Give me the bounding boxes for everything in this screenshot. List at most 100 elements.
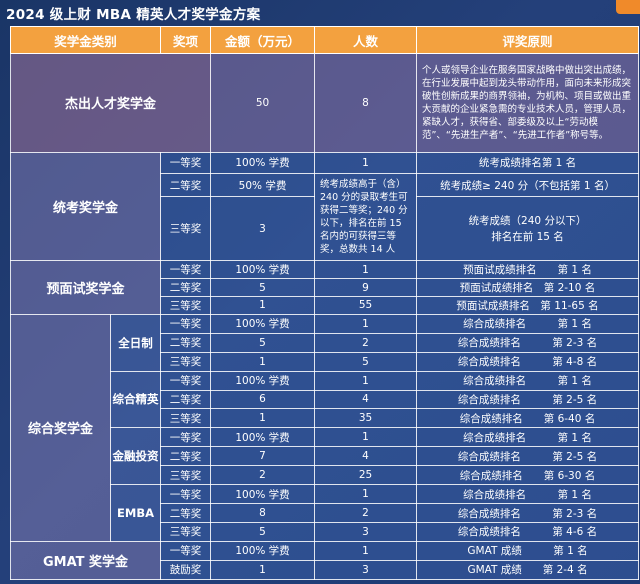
amount-cell: 5 bbox=[210, 332, 316, 353]
count-cell: 1 bbox=[314, 313, 418, 334]
criteria-cell: 综合成绩排名 第 1 名 bbox=[416, 427, 640, 448]
amount-cell: 5 bbox=[210, 521, 316, 542]
grade-cell: 一等奖 bbox=[160, 370, 212, 391]
count-cell: 4 bbox=[314, 389, 418, 410]
table-header-row: 奖学金类别 奖项 金额（万元） 人数 评奖原则 bbox=[9, 26, 640, 54]
count-cell: 35 bbox=[314, 408, 418, 429]
category-outstanding: 杰出人才奖学金 bbox=[9, 53, 212, 153]
grade-cell: 三等奖 bbox=[160, 465, 212, 486]
amount-cell: 50% 学费 bbox=[210, 172, 316, 198]
criteria-cell: 综合成绩排名 第 1 名 bbox=[416, 484, 640, 505]
grade-cell: 二等奖 bbox=[160, 446, 212, 467]
table-row: 三等奖 1 55 预面试成绩排名 第 11-65 名 bbox=[11, 295, 640, 315]
table-row: GMAT 奖学金 一等奖 100% 学费 1 GMAT 成绩 第 1 名 bbox=[9, 540, 640, 581]
count-cell: 1 bbox=[314, 260, 418, 280]
grade-cell: 三等奖 bbox=[160, 196, 212, 262]
amount-cell: 50 bbox=[210, 53, 316, 153]
count-cell: 25 bbox=[314, 465, 418, 486]
amount-cell: 7 bbox=[210, 446, 316, 467]
amount-cell: 100% 学费 bbox=[210, 313, 316, 334]
count-cell: 5 bbox=[314, 351, 418, 372]
criteria-cell: 综合成绩排名 第 4-8 名 bbox=[416, 351, 640, 372]
criteria-cell: 统考成绩（240 分以下） 排名在前 15 名 bbox=[416, 196, 640, 262]
count-cell: 1 bbox=[314, 151, 418, 174]
grade-cell: 三等奖 bbox=[160, 295, 212, 315]
subgroup-elite: 综合精英 bbox=[109, 370, 162, 429]
table-row: EMBA 一等奖 100% 学费 1 综合成绩排名 第 1 名 bbox=[11, 484, 640, 542]
amount-cell: 100% 学费 bbox=[210, 427, 316, 448]
grade-cell: 二等奖 bbox=[160, 332, 212, 353]
amount-cell: 1 bbox=[210, 408, 316, 429]
criteria-cell: 综合成绩排名 第 1 名 bbox=[416, 370, 640, 391]
table-row: 二等奖 6 4 综合成绩排名 第 2-5 名 bbox=[11, 389, 640, 410]
count-cell: 3 bbox=[314, 559, 418, 581]
count-cell: 9 bbox=[314, 278, 418, 297]
criteria-cell: 综合成绩排名 第 4-6 名 bbox=[416, 521, 640, 542]
scholarship-table: 奖学金类别 奖项 金额（万元） 人数 评奖原则 杰出人才奖学金 50 8 个人或… bbox=[9, 26, 640, 581]
table-row: 三等奖 1 5 综合成绩排名 第 4-8 名 bbox=[11, 351, 640, 372]
criteria-line: 统考成绩（240 分以下） bbox=[468, 214, 587, 227]
criteria-cell: 综合成绩排名 第 6-30 名 bbox=[416, 465, 640, 486]
criteria-cell: 综合成绩排名 第 1 名 bbox=[416, 313, 640, 334]
criteria-cell: 统考成绩≥ 240 分（不包括第 1 名） bbox=[416, 172, 640, 198]
table-row: 二等奖 5 9 预面试成绩排名 第 2-10 名 bbox=[11, 278, 640, 297]
page-title: 2024 级上财 MBA 精英人才奖学金方案 bbox=[6, 7, 261, 23]
header-count: 人数 bbox=[314, 26, 418, 54]
criteria-cell: 统考成绩排名第 1 名 bbox=[416, 151, 640, 174]
grade-cell: 鼓励奖 bbox=[160, 559, 212, 581]
criteria-cell: GMAT 成绩 第 1 名 bbox=[416, 540, 640, 561]
table-row: 三等奖 1 35 综合成绩排名 第 6-40 名 bbox=[11, 408, 640, 429]
amount-cell: 100% 学费 bbox=[210, 260, 316, 280]
table-row: 二等奖 7 4 综合成绩排名 第 2-5 名 bbox=[11, 446, 640, 467]
criteria-cell: 个人或领导企业在服务国家战略中做出突出成绩，在行业发展中起到龙头带动作用，面向未… bbox=[416, 53, 640, 153]
grade-cell: 二等奖 bbox=[160, 389, 212, 410]
criteria-cell: 预面试成绩排名 第 1 名 bbox=[416, 260, 640, 280]
table-row: 综合奖学金 全日制 一等奖 100% 学费 1 综合成绩排名 第 1 名 bbox=[10, 313, 640, 542]
count-cell: 2 bbox=[314, 332, 418, 353]
criteria-cell: 综合成绩排名 第 2-3 名 bbox=[416, 332, 640, 353]
grade-cell: 一等奖 bbox=[160, 151, 212, 174]
grade-cell: 三等奖 bbox=[160, 351, 212, 372]
table-row: 金融投资 一等奖 100% 学费 1 综合成绩排名 第 1 名 bbox=[11, 427, 640, 486]
amount-cell: 1 bbox=[210, 559, 316, 581]
criteria-cell: 综合成绩排名 第 6-40 名 bbox=[416, 408, 640, 429]
grade-cell: 二等奖 bbox=[160, 278, 212, 297]
grade-cell: 三等奖 bbox=[160, 521, 212, 542]
table-row: 鼓励奖 1 3 GMAT 成绩 第 2-4 名 bbox=[11, 559, 640, 581]
grade-cell: 三等奖 bbox=[160, 408, 212, 429]
criteria-cell: GMAT 成绩 第 2-4 名 bbox=[416, 559, 640, 581]
header-category: 奖学金类别 bbox=[9, 26, 162, 54]
count-cell: 2 bbox=[314, 503, 418, 523]
category-comprehensive: 综合奖学金 bbox=[10, 313, 111, 542]
category-gmat: GMAT 奖学金 bbox=[9, 540, 162, 581]
table-row: 综合精英 一等奖 100% 学费 1 综合成绩排名 第 1 名 bbox=[11, 370, 640, 429]
grade-cell: 二等奖 bbox=[160, 172, 212, 198]
subgroup-fulltime: 全日制 bbox=[109, 313, 162, 372]
table-row: 统考奖学金 一等奖 100% 学费 1 统考成绩排名第 1 名 bbox=[9, 151, 640, 262]
corner-decoration bbox=[616, 0, 640, 14]
count-cell: 1 bbox=[314, 370, 418, 391]
criteria-cell: 综合成绩排名 第 2-5 名 bbox=[416, 389, 640, 410]
criteria-cell: 预面试成绩排名 第 11-65 名 bbox=[416, 295, 640, 315]
criteria-cell: 综合成绩排名 第 2-5 名 bbox=[416, 446, 640, 467]
criteria-cell: 综合成绩排名 第 2-3 名 bbox=[416, 503, 640, 523]
header-award: 奖项 bbox=[160, 26, 212, 54]
grade-cell: 一等奖 bbox=[160, 427, 212, 448]
criteria-cell: 预面试成绩排名 第 2-10 名 bbox=[416, 278, 640, 297]
amount-cell: 3 bbox=[210, 196, 316, 262]
grade-cell: 一等奖 bbox=[160, 540, 212, 561]
table-row: 三等奖 5 3 综合成绩排名 第 4-6 名 bbox=[11, 521, 640, 542]
amount-cell: 6 bbox=[210, 389, 316, 410]
table-row: 预面试奖学金 一等奖 100% 学费 1 预面试成绩排名 第 1 名 bbox=[9, 260, 640, 315]
table-row: 三等奖 3 统考成绩（240 分以下） 排名在前 15 名 bbox=[11, 196, 640, 262]
amount-cell: 2 bbox=[210, 465, 316, 486]
count-cell: 8 bbox=[314, 53, 418, 153]
subgroup-finance: 金融投资 bbox=[109, 427, 162, 486]
count-note-cell: 统考成绩高于（含）240 分的录取考生可获得二等奖；240 分以下，排名在前 1… bbox=[314, 172, 418, 262]
count-cell: 3 bbox=[314, 521, 418, 542]
subgroup-emba: EMBA bbox=[109, 484, 162, 542]
grade-cell: 一等奖 bbox=[160, 260, 212, 280]
table-row: 三等奖 2 25 综合成绩排名 第 6-30 名 bbox=[11, 465, 640, 486]
grade-cell: 二等奖 bbox=[160, 503, 212, 523]
count-cell: 55 bbox=[314, 295, 418, 315]
